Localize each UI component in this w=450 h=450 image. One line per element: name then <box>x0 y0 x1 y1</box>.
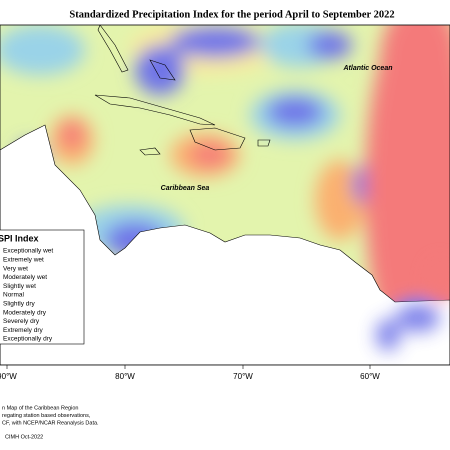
legend-item: Slightly dry <box>3 301 36 308</box>
legend-box <box>0 229 85 345</box>
legend: SPI Index Exceptionally wet Extremely wet… <box>0 229 85 345</box>
legend-item: Normal <box>3 292 25 299</box>
legend-item: Moderately wet <box>3 274 47 281</box>
spi-field-land <box>376 260 450 351</box>
islands <box>94 25 271 156</box>
map: Atlantic Ocean Caribbean Sea <box>0 25 450 365</box>
sea-label: Caribbean Sea <box>161 185 210 192</box>
footer: n Map of the Caribbean Region regating st… <box>2 405 99 440</box>
footer-note: regating station based observations, <box>2 413 91 419</box>
axis: 90°W 80°W 70°W 60°W <box>0 365 380 381</box>
legend-item: Extremely dry <box>3 327 43 334</box>
legend-item: Moderately dry <box>3 309 47 316</box>
legend-item: Slightly wet <box>3 283 36 290</box>
footer-note: n Map of the Caribbean Region <box>2 405 78 411</box>
longitude-label: 90°W <box>0 372 17 381</box>
sea-label: Atlantic Ocean <box>342 65 392 72</box>
legend-item: Exceptionally wet <box>3 248 53 255</box>
landmass <box>0 124 450 365</box>
legend-item: Very wet <box>3 265 28 272</box>
longitude-label: 80°W <box>115 372 135 381</box>
legend-item: Severely dry <box>3 318 40 325</box>
legend-title: SPI Index <box>0 233 39 243</box>
map-frame <box>0 24 450 366</box>
longitude-label: 70°W <box>233 372 253 381</box>
legend-item: Exceptionally dry <box>3 336 53 343</box>
longitude-label: 60°W <box>360 372 380 381</box>
footer-note: CF, with NCEP/NCAR Reanalysis Data. <box>2 420 99 426</box>
credit: CIMH Oct-2022 <box>5 434 43 440</box>
legend-item: Extremely wet <box>3 257 44 264</box>
map-title: Standardized Precipitation Index for the… <box>69 9 394 20</box>
